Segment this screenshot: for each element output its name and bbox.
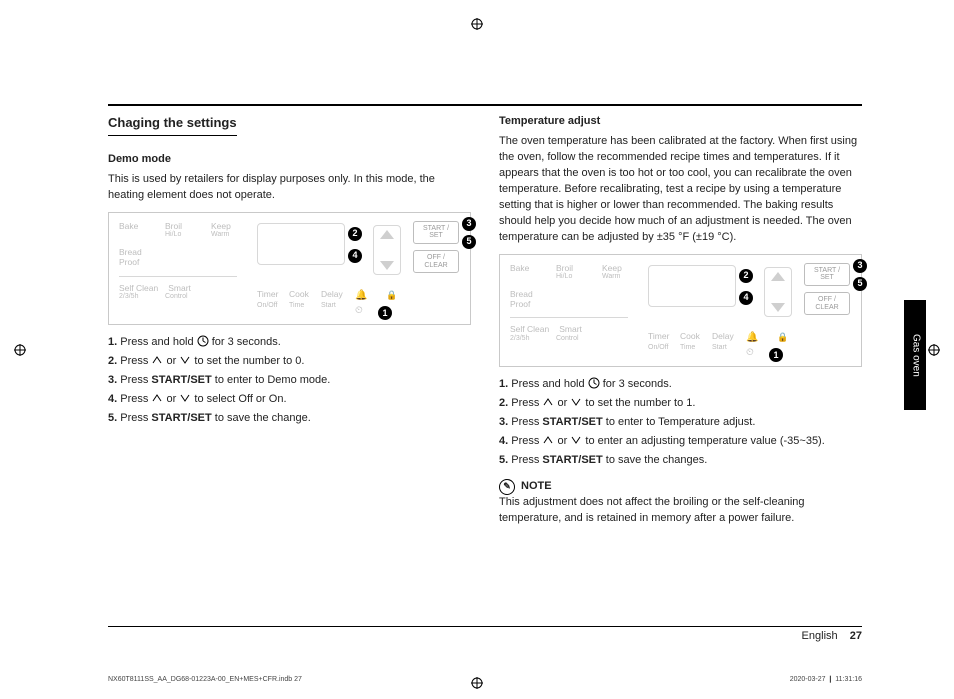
note-icon: ✎ bbox=[499, 479, 515, 495]
footer-rule bbox=[108, 626, 862, 627]
lock-icon: 🔒 bbox=[385, 289, 399, 302]
reg-right bbox=[928, 344, 940, 356]
page: Gas oven Chaging the settings Demo mode … bbox=[0, 0, 954, 699]
side-tab: Gas oven bbox=[904, 300, 926, 410]
intro-demo: This is used by retailers for display pu… bbox=[108, 172, 471, 204]
callout-3: 3 bbox=[853, 259, 867, 273]
reg-top bbox=[471, 18, 483, 30]
callout-1: 1 bbox=[769, 348, 783, 362]
columns: Chaging the settings Demo mode This is u… bbox=[108, 88, 862, 627]
panel-arrows bbox=[371, 225, 403, 275]
footer-file: NX60T8111SS_AA_DG68-01223A-00_EN+MES+CFR… bbox=[108, 675, 302, 685]
section-title: Chaging the settings bbox=[108, 114, 471, 136]
col-right: Temperature adjust The oven temperature … bbox=[499, 88, 862, 627]
off-clear-button: OFF / CLEAR bbox=[413, 250, 459, 273]
callout-4: 4 bbox=[348, 249, 362, 263]
callout-4: 4 bbox=[739, 291, 753, 305]
steps-demo: 1. Press and hold for 3 seconds. 2. Pres… bbox=[108, 335, 471, 427]
col-left: Chaging the settings Demo mode This is u… bbox=[108, 88, 471, 627]
subhead-temp: Temperature adjust bbox=[499, 114, 862, 130]
panel-icons: 🔔 ⏲ bbox=[355, 289, 375, 318]
footer-page: English 27 bbox=[802, 629, 862, 645]
panel-diagram-b: BakeBroilKeep Hi/LoWarm Bread Proof Self… bbox=[499, 254, 862, 368]
callout-2: 2 bbox=[739, 269, 753, 283]
callout-2: 2 bbox=[348, 227, 362, 241]
reg-bottom bbox=[471, 677, 483, 689]
panel-lcd bbox=[257, 223, 345, 265]
start-set-button: START / SET bbox=[413, 221, 459, 244]
steps-temp: 1. Press and hold for 3 seconds. 2. Pres… bbox=[499, 377, 862, 469]
intro-temp: The oven temperature has been calibrated… bbox=[499, 134, 862, 246]
panel-mid-labels: TimerOn/Off CookTime DelayStart bbox=[257, 289, 345, 311]
callout-5: 5 bbox=[853, 277, 867, 291]
reg-left bbox=[14, 344, 26, 356]
note-heading: ✎ NOTE bbox=[499, 479, 862, 495]
callout-5: 5 bbox=[462, 235, 476, 249]
panel-diagram-a: BakeBroilKeep Hi/LoWarm Bread Proof Self… bbox=[108, 212, 471, 326]
panel-left-labels: BakeBroilKeep Hi/LoWarm Bread Proof Self… bbox=[119, 221, 247, 310]
note-body: This adjustment does not affect the broi… bbox=[499, 495, 862, 527]
panel-side-buttons: START / SET OFF / CLEAR bbox=[413, 221, 459, 274]
footer-date: 2020-03-27 ❙ 11:31:16 bbox=[790, 675, 862, 685]
callout-3: 3 bbox=[462, 217, 476, 231]
subhead-demo: Demo mode bbox=[108, 152, 471, 168]
